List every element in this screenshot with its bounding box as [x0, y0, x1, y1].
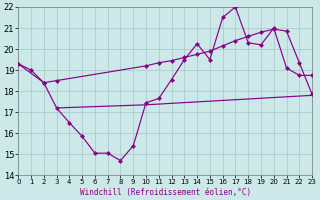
X-axis label: Windchill (Refroidissement éolien,°C): Windchill (Refroidissement éolien,°C) — [80, 188, 251, 197]
